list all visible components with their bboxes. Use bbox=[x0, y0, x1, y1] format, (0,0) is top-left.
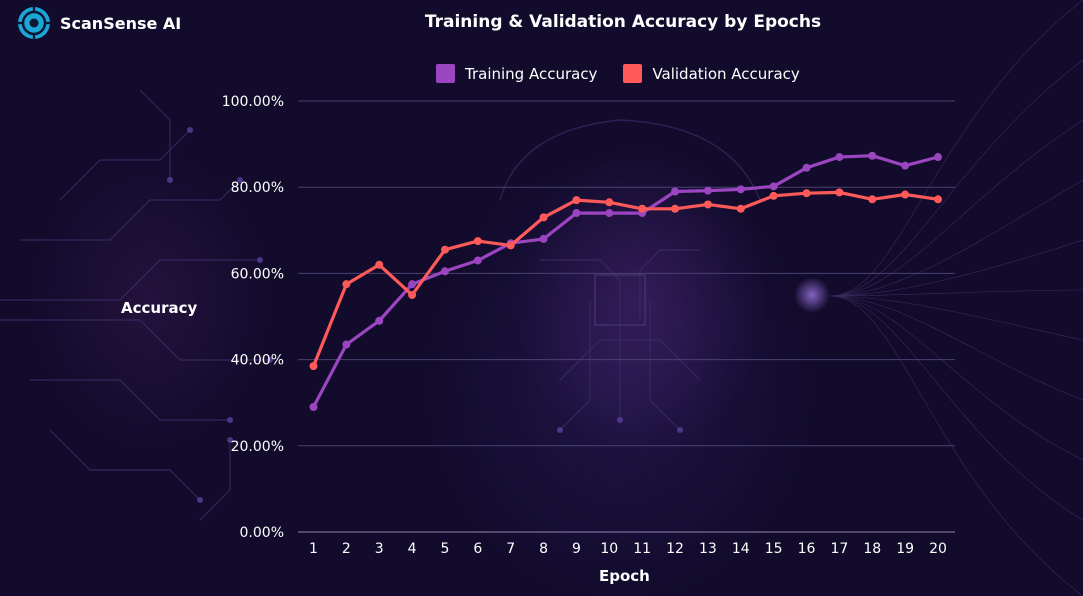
x-tick-label: 18 bbox=[863, 541, 881, 557]
data-point-validation bbox=[506, 241, 515, 250]
data-point-training bbox=[605, 209, 614, 218]
data-point-validation bbox=[802, 189, 811, 198]
data-point-training bbox=[671, 187, 680, 196]
data-point-validation bbox=[835, 188, 844, 197]
x-tick-label: 20 bbox=[929, 541, 947, 557]
x-tick-label: 3 bbox=[375, 541, 384, 557]
y-tick-label: 20.00% bbox=[231, 439, 284, 455]
x-tick-label: 2 bbox=[342, 541, 351, 557]
x-tick-label: 14 bbox=[732, 541, 750, 557]
data-point-training bbox=[835, 153, 844, 162]
chart-title: Training & Validation Accuracy by Epochs bbox=[424, 12, 822, 32]
chart-legend: Training Accuracy Validation Accuracy bbox=[436, 64, 800, 83]
x-tick-label: 16 bbox=[798, 541, 816, 557]
data-point-training bbox=[375, 316, 384, 325]
data-point-validation bbox=[769, 191, 778, 200]
legend-swatch-validation bbox=[623, 64, 643, 83]
x-tick-label: 9 bbox=[572, 541, 581, 557]
data-point-validation bbox=[868, 195, 877, 204]
data-point-validation bbox=[408, 290, 417, 299]
y-tick-label: 80.00% bbox=[231, 180, 284, 196]
y-tick-label: 40.00% bbox=[231, 353, 284, 369]
data-point-training bbox=[703, 186, 712, 195]
x-tick-label: 17 bbox=[830, 541, 848, 557]
data-point-training bbox=[572, 209, 581, 218]
data-point-training bbox=[868, 151, 877, 160]
x-tick-label: 7 bbox=[506, 541, 515, 557]
data-point-validation bbox=[934, 195, 942, 204]
legend-label-training: Training Accuracy bbox=[465, 64, 598, 83]
legend-label-validation: Validation Accuracy bbox=[652, 64, 800, 83]
x-tick-label: 10 bbox=[600, 541, 618, 557]
brand-name: ScanSense AI bbox=[60, 13, 182, 33]
data-point-validation bbox=[572, 196, 581, 205]
x-tick-label: 6 bbox=[473, 541, 482, 557]
data-point-validation bbox=[605, 198, 614, 207]
legend-item-training: Training Accuracy bbox=[436, 64, 597, 83]
data-point-validation bbox=[736, 204, 745, 213]
x-tick-label: 11 bbox=[633, 541, 651, 557]
data-point-training bbox=[342, 340, 351, 349]
x-tick-label: 4 bbox=[408, 541, 417, 557]
data-point-validation bbox=[539, 213, 548, 222]
data-point-validation bbox=[671, 204, 680, 213]
data-point-training bbox=[539, 234, 548, 243]
y-tick-label: 100.00% bbox=[222, 94, 284, 110]
legend-swatch-training bbox=[436, 64, 455, 83]
data-point-training bbox=[408, 280, 417, 289]
data-point-training bbox=[440, 267, 449, 276]
data-point-validation bbox=[703, 200, 712, 209]
data-point-training bbox=[309, 403, 318, 412]
data-point-validation bbox=[375, 260, 384, 269]
series-line-training bbox=[311, 154, 940, 409]
data-point-training bbox=[473, 256, 482, 265]
x-tick-label: 15 bbox=[765, 541, 783, 557]
x-tick-label: 13 bbox=[699, 541, 717, 557]
brand: ScanSense AI bbox=[16, 5, 181, 41]
x-tick-label: 1 bbox=[309, 541, 318, 557]
y-tick-label: 60.00% bbox=[231, 266, 284, 282]
x-axis-label: Epoch bbox=[599, 567, 650, 585]
data-point-validation bbox=[638, 204, 647, 213]
data-point-training bbox=[802, 163, 811, 172]
target-scan-logo-icon bbox=[17, 6, 51, 40]
data-point-training bbox=[736, 185, 745, 194]
x-tick-label: 12 bbox=[666, 541, 684, 557]
legend-item-validation: Validation Accuracy bbox=[623, 64, 800, 83]
data-point-validation bbox=[309, 362, 318, 371]
x-tick-label: 5 bbox=[441, 541, 450, 557]
data-point-training bbox=[934, 153, 942, 162]
y-axis-label: Accuracy bbox=[121, 299, 198, 317]
data-point-validation bbox=[473, 237, 482, 246]
data-point-validation bbox=[440, 245, 449, 254]
data-point-training bbox=[901, 161, 910, 170]
data-point-training bbox=[769, 182, 778, 191]
y-tick-label: 0.00% bbox=[240, 525, 284, 541]
series-line-validation bbox=[311, 190, 940, 368]
x-tick-label: 8 bbox=[539, 541, 548, 557]
data-point-validation bbox=[901, 190, 910, 199]
x-tick-label: 19 bbox=[896, 541, 914, 557]
data-point-validation bbox=[342, 280, 351, 289]
